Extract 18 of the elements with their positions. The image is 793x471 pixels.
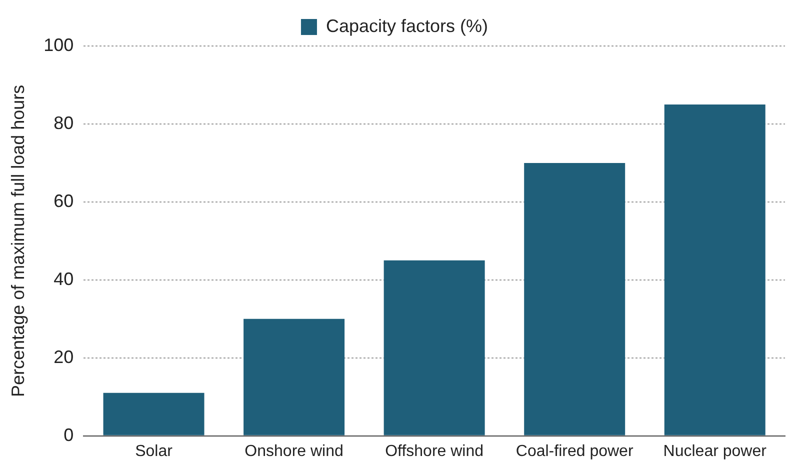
y-tick-label: 0 [64, 424, 74, 445]
x-tick-label: Offshore wind [385, 442, 484, 460]
bar [384, 260, 485, 436]
bar [524, 162, 626, 436]
x-tick-label: Onshore wind [244, 442, 344, 460]
bar [103, 392, 204, 436]
bar [664, 104, 766, 436]
x-tick-label: Nuclear power [663, 442, 768, 460]
y-tick-label: 40 [54, 268, 74, 289]
y-axis-title: Percentage of maximum full load hours [8, 84, 28, 397]
y-tick-label: 20 [54, 346, 74, 367]
y-tick-label: 80 [54, 112, 74, 133]
x-tick-label: Solar [135, 442, 174, 460]
y-tick-label: 60 [54, 190, 74, 211]
bar [244, 318, 345, 436]
x-tick-label: Coal-fired power [516, 442, 634, 460]
legend-label: Capacity factors (%) [326, 16, 488, 36]
y-tick-label: 100 [44, 34, 74, 55]
